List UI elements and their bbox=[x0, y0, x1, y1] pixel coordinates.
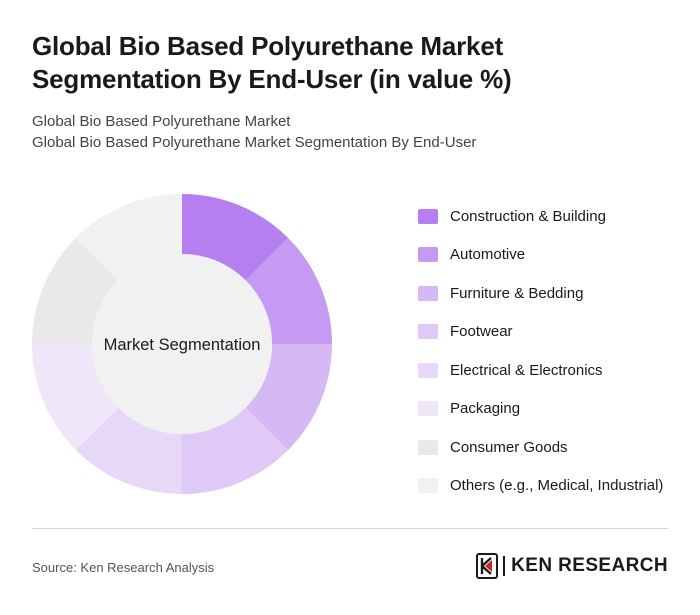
legend-item: Construction & Building bbox=[418, 197, 698, 236]
donut-center bbox=[92, 254, 272, 434]
legend-swatch bbox=[418, 362, 438, 378]
legend-item: Others (e.g., Medical, Industrial) bbox=[418, 467, 698, 506]
legend-swatch bbox=[418, 439, 438, 455]
legend-label: Packaging bbox=[450, 400, 521, 418]
donut-chart: Market Segmentation bbox=[30, 192, 334, 496]
brand-separator bbox=[503, 556, 506, 576]
legend-label: Construction & Building bbox=[450, 207, 606, 225]
legend-swatch bbox=[418, 478, 438, 494]
chart-title: Global Bio Based Polyurethane Market Seg… bbox=[32, 31, 512, 94]
brand-logo: KEN RESEARCH bbox=[476, 552, 668, 580]
chart-legend: Construction & Building Automotive Furnitu… bbox=[418, 197, 698, 505]
legend-item: Consumer Goods bbox=[418, 428, 698, 467]
legend-swatch bbox=[418, 324, 438, 340]
donut-slice bbox=[245, 344, 332, 451]
legend-item: Electrical & Electronics bbox=[418, 351, 698, 390]
donut-slice bbox=[32, 237, 119, 344]
legend-item: Footwear bbox=[418, 313, 698, 352]
donut-slice bbox=[182, 407, 289, 494]
brand-name: KEN RESEARCH bbox=[511, 555, 668, 576]
legend-label: Automotive bbox=[450, 246, 526, 264]
footer-divider bbox=[32, 528, 668, 529]
donut-chart-svg: Market Segmentation bbox=[32, 194, 332, 494]
legend-label: Consumer Goods bbox=[450, 438, 568, 456]
donut-slices bbox=[32, 194, 332, 494]
legend-label: Others (e.g., Medical, Industrial) bbox=[450, 477, 664, 495]
legend-swatch bbox=[418, 208, 438, 224]
ken-research-logo-icon bbox=[476, 553, 499, 579]
chart-subtitle-market: Global Bio Based Polyurethane Market bbox=[32, 113, 291, 130]
donut-slice bbox=[182, 194, 289, 281]
legend-label: Electrical & Electronics bbox=[450, 361, 603, 379]
chart-subtitle-segmentation: Global Bio Based Polyurethane Market Seg… bbox=[32, 134, 477, 151]
legend-swatch bbox=[418, 401, 438, 417]
source-note: Source: Ken Research Analysis bbox=[32, 560, 215, 575]
legend-label: Footwear bbox=[450, 323, 513, 341]
donut-slice bbox=[75, 407, 182, 494]
legend-item: Packaging bbox=[418, 390, 698, 429]
legend-swatch bbox=[418, 285, 438, 301]
donut-slice bbox=[75, 194, 182, 281]
legend-item: Furniture & Bedding bbox=[418, 274, 698, 313]
legend-label: Furniture & Bedding bbox=[450, 284, 584, 302]
legend-swatch bbox=[418, 247, 438, 263]
legend-item: Automotive bbox=[418, 236, 698, 275]
donut-slice bbox=[32, 344, 119, 451]
donut-slice bbox=[245, 237, 332, 344]
donut-center-label: Market Segmentation bbox=[104, 336, 261, 354]
